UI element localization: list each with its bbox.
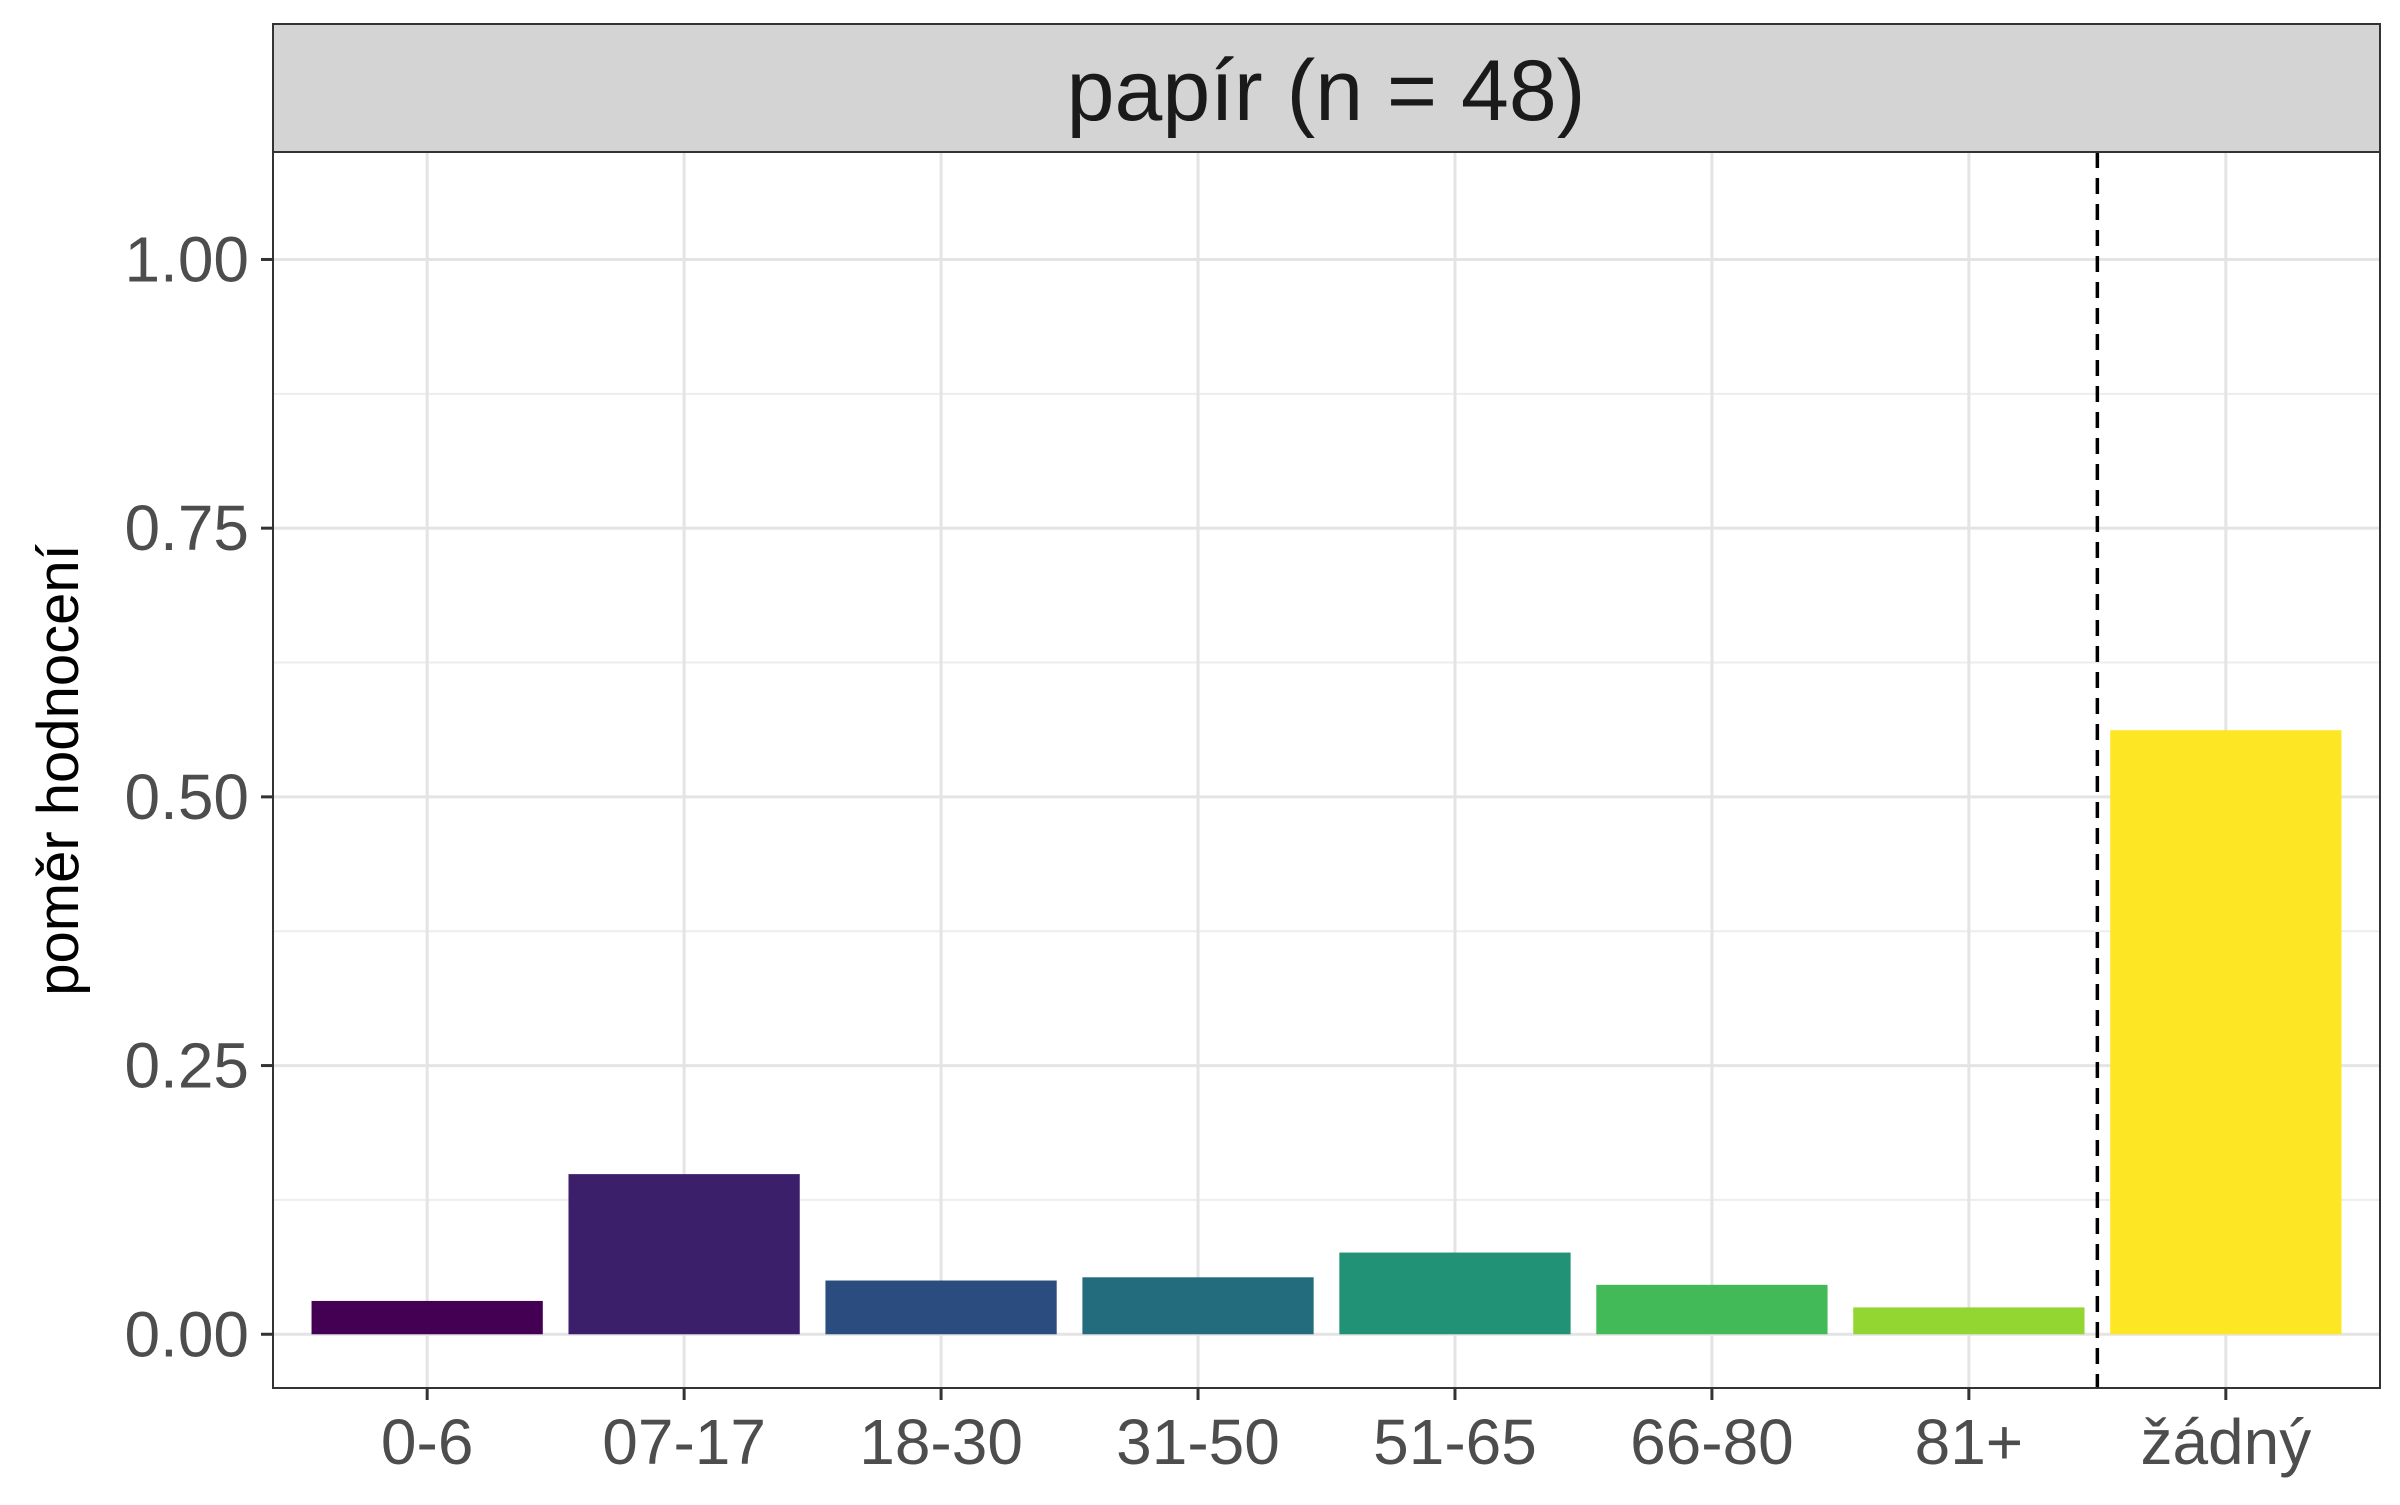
y-axis: 0.00 0.25 0.50 0.75 1.00 bbox=[124, 223, 273, 1370]
x-tick-label: 66-80 bbox=[1630, 1406, 1794, 1478]
x-tick-label: 0-6 bbox=[381, 1406, 474, 1478]
plot-border bbox=[272, 151, 2381, 1389]
bar-51-65 bbox=[1339, 1252, 1571, 1335]
x-tick-label: 07-17 bbox=[602, 1406, 766, 1478]
y-tick-label: 0.25 bbox=[124, 1030, 249, 1102]
bar-07-17 bbox=[568, 1174, 800, 1335]
bar-66-80 bbox=[1596, 1284, 1828, 1335]
x-tick-label: žádný bbox=[2140, 1406, 2311, 1478]
x-tick-label: 51-65 bbox=[1373, 1406, 1537, 1478]
grid-layer bbox=[273, 152, 2380, 1388]
y-tick-label: 0.50 bbox=[124, 761, 249, 833]
y-tick-label: 0.75 bbox=[124, 492, 249, 564]
x-axis: 0-6 07-17 18-30 31-50 51-65 66-80 81+ žádný bbox=[381, 1388, 2311, 1478]
y-tick-label: 1.00 bbox=[124, 223, 249, 295]
x-tick-label: 31-50 bbox=[1116, 1406, 1280, 1478]
y-tick-label: 0.00 bbox=[124, 1298, 249, 1370]
x-tick-label: 81+ bbox=[1915, 1406, 2024, 1478]
bar-81+ bbox=[1853, 1307, 2085, 1335]
x-tick-label: 18-30 bbox=[859, 1406, 1023, 1478]
bar-0-6 bbox=[311, 1300, 543, 1335]
bar-18-30 bbox=[825, 1280, 1057, 1335]
bar-31-50 bbox=[1082, 1277, 1314, 1335]
bars-layer bbox=[311, 730, 2342, 1335]
y-axis-label: poměr hodnocení bbox=[26, 544, 91, 995]
panel-strip bbox=[272, 23, 2381, 153]
panel-title: papír (n = 48) bbox=[1067, 43, 1586, 139]
bar-žádný bbox=[2110, 730, 2342, 1335]
